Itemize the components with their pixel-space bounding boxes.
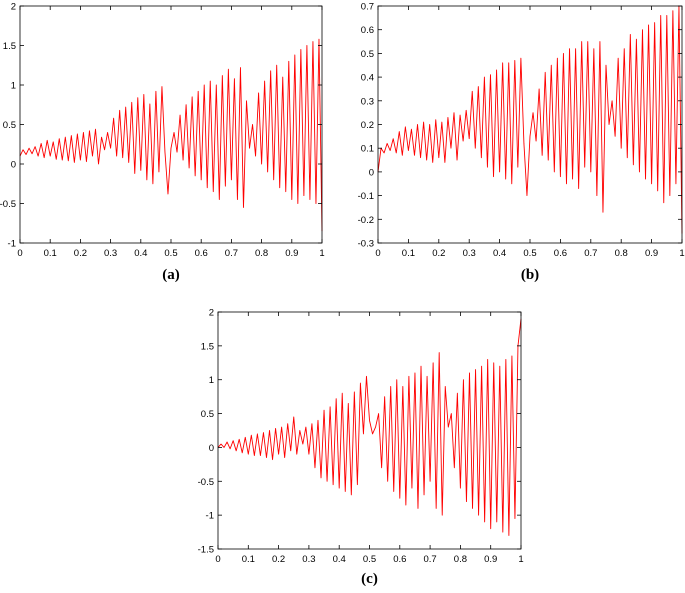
y-tick-label: 0.1 <box>361 144 374 155</box>
y-tick-label: 0 <box>11 160 16 171</box>
y-tick-label: 1 <box>209 375 214 386</box>
x-tick-label: 0 <box>375 248 380 259</box>
x-tick-label: 0.5 <box>363 554 376 565</box>
y-tick-label: 2 <box>11 2 16 13</box>
x-tick-label: 0.6 <box>195 248 208 259</box>
x-tick-label: 0.9 <box>645 248 658 259</box>
x-tick-label: 0.2 <box>272 554 285 565</box>
x-tick-label: 0.9 <box>484 554 497 565</box>
y-tick-label: 1.5 <box>3 41 16 52</box>
y-tick-label: 0.7 <box>361 2 374 13</box>
x-tick-label: 0.1 <box>242 554 255 565</box>
y-tick-label: -0.1 <box>358 191 374 202</box>
series-line <box>377 5 683 234</box>
x-tick-label: 0.5 <box>523 248 536 259</box>
x-tick-label: 0.6 <box>554 248 567 259</box>
y-tick-label: -0.5 <box>198 477 214 488</box>
x-tick-label: 0.4 <box>493 248 506 259</box>
x-tick-label: 0.1 <box>44 248 57 259</box>
plot-frame <box>217 311 522 550</box>
x-tick-label: 0.5 <box>164 248 177 259</box>
x-tick-label: 0.3 <box>463 248 476 259</box>
series-line <box>217 318 522 536</box>
x-tick-label: 0.2 <box>74 248 87 259</box>
x-tick-label: 0.2 <box>432 248 445 259</box>
panel-caption: (b) <box>521 267 539 283</box>
x-tick-label: 1 <box>518 554 523 565</box>
y-tick-label: 0.2 <box>361 120 374 131</box>
x-tick-label: 0.8 <box>454 554 467 565</box>
x-tick-label: 0 <box>215 554 220 565</box>
panel-a: 0 0.1 0.2 0.3 0.4 0.5 0.6 0.7 0.8 0.9 1 -1 -0.5 0 0.5 1… <box>0 2 325 284</box>
y-tick-label: 1 <box>11 81 16 92</box>
y-tick-label: -1 <box>8 239 16 250</box>
x-tick-label: 0.3 <box>104 248 117 259</box>
x-tick-label: 0.8 <box>255 248 268 259</box>
y-tick-label: 0.5 <box>361 49 374 60</box>
x-tick-label: 0.7 <box>584 248 597 259</box>
y-tick-label: -0.2 <box>358 215 374 226</box>
x-tick-label: 0.8 <box>615 248 628 259</box>
panel-caption: (c) <box>361 571 378 587</box>
y-tick-label: 1.5 <box>201 341 214 352</box>
series-line <box>19 38 323 232</box>
x-tick-label: 1 <box>319 248 324 259</box>
y-tick-label: 0.6 <box>361 25 374 36</box>
y-tick-label: 0.4 <box>361 73 374 84</box>
x-tick-label: 0 <box>17 248 22 259</box>
x-tick-label: 0.1 <box>402 248 415 259</box>
y-tick-label: -0.3 <box>358 239 374 250</box>
x-tick-label: 0.7 <box>225 248 238 259</box>
y-tick-label: -1 <box>206 511 214 522</box>
x-tick-label: 0.3 <box>302 554 315 565</box>
x-tick-label: 0.4 <box>134 248 147 259</box>
y-tick-label: 0.5 <box>3 120 16 131</box>
plot-frame <box>19 5 323 244</box>
y-tick-label: -0.5 <box>0 199 16 210</box>
panel-caption: (a) <box>162 267 180 283</box>
x-tick-label: 0.6 <box>393 554 406 565</box>
panel-b: 0 0.1 0.2 0.3 0.4 0.5 0.6 0.7 0.8 0.9 1 -0.3 -0.2 -0.… <box>358 2 685 284</box>
x-tick-label: 1 <box>679 248 684 259</box>
y-tick-label: -1.5 <box>198 545 214 556</box>
x-tick-label: 0.4 <box>333 554 346 565</box>
y-tick-label: 2 <box>209 308 214 319</box>
x-tick-label: 0.7 <box>423 554 436 565</box>
y-tick-label: 0.3 <box>361 96 374 107</box>
y-tick-label: 0 <box>369 167 374 178</box>
y-tick-label: 0.5 <box>201 409 214 420</box>
y-tick-label: 0 <box>209 443 214 454</box>
x-tick-label: 0.9 <box>285 248 298 259</box>
panel-c: 0 0.1 0.2 0.3 0.4 0.5 0.6 0.7 0.8 0.9 1 -1.5 -1 -0.5 0… <box>198 308 524 588</box>
